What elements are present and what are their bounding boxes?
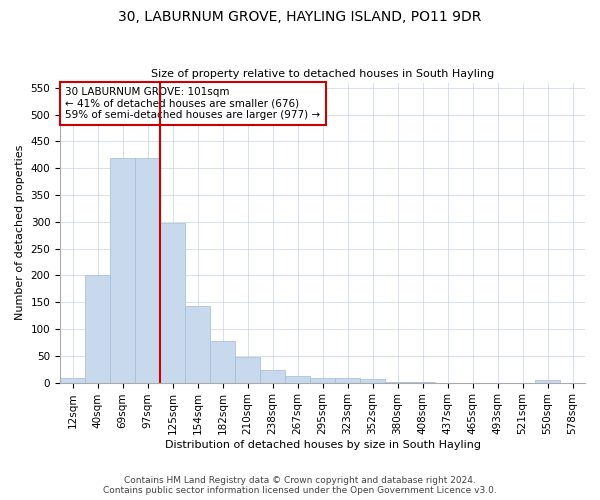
Bar [535, 380, 560, 382]
Bar [110, 158, 135, 382]
Title: Size of property relative to detached houses in South Hayling: Size of property relative to detached ho… [151, 69, 494, 79]
Bar [235, 357, 260, 382]
Bar [310, 378, 335, 382]
Bar [135, 158, 160, 382]
X-axis label: Distribution of detached houses by size in South Hayling: Distribution of detached houses by size … [164, 440, 481, 450]
Text: Contains HM Land Registry data © Crown copyright and database right 2024.
Contai: Contains HM Land Registry data © Crown c… [103, 476, 497, 495]
Y-axis label: Number of detached properties: Number of detached properties [15, 145, 25, 320]
Bar [60, 378, 85, 382]
Bar [285, 376, 310, 382]
Bar [85, 276, 110, 382]
Bar [260, 370, 285, 382]
Bar [210, 342, 235, 382]
Bar [185, 306, 210, 382]
Text: 30 LABURNUM GROVE: 101sqm
← 41% of detached houses are smaller (676)
59% of semi: 30 LABURNUM GROVE: 101sqm ← 41% of detac… [65, 87, 320, 120]
Bar [335, 378, 360, 382]
Bar [160, 223, 185, 382]
Text: 30, LABURNUM GROVE, HAYLING ISLAND, PO11 9DR: 30, LABURNUM GROVE, HAYLING ISLAND, PO11… [118, 10, 482, 24]
Bar [360, 379, 385, 382]
